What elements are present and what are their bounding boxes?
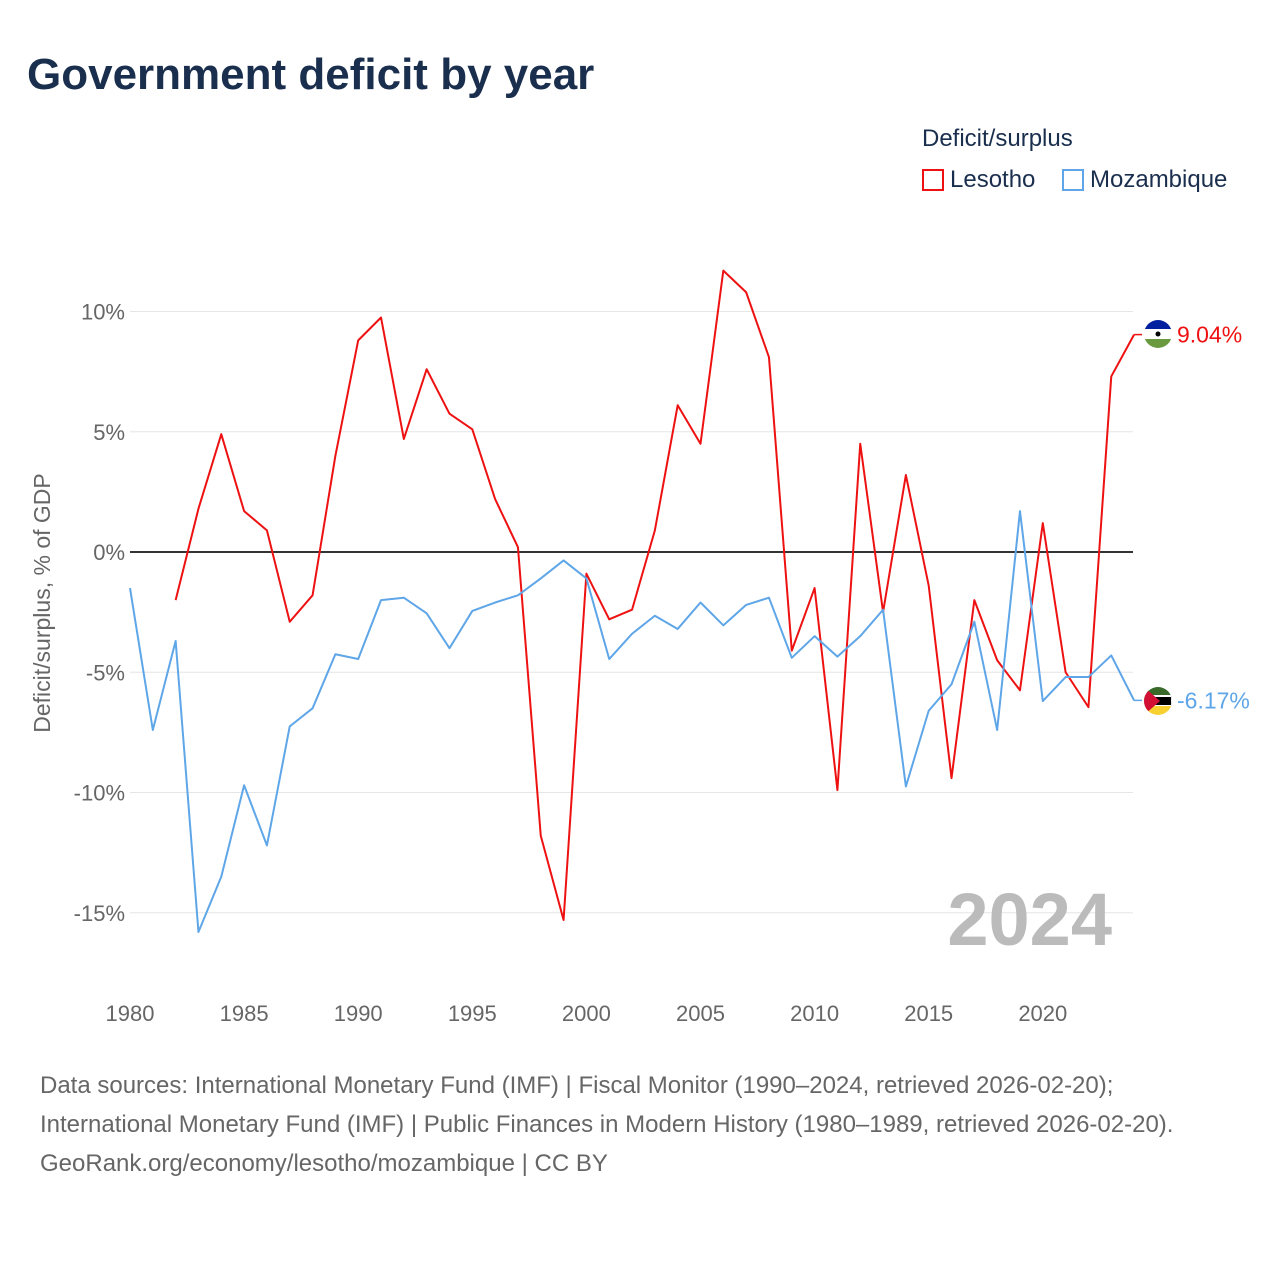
sources-footer: Data sources: International Monetary Fun…	[40, 1066, 1240, 1183]
y-tick-label: -15%	[74, 901, 125, 926]
x-tick-label: 1995	[448, 1001, 497, 1026]
legend-title: Deficit/surplus	[922, 125, 1073, 152]
y-tick-label: 5%	[93, 420, 125, 445]
legend-label: Lesotho	[950, 166, 1036, 193]
y-tick-label: -5%	[86, 660, 125, 685]
x-tick-label: 2010	[790, 1001, 839, 1026]
series-line-lesotho	[174, 269, 1135, 921]
line-chart: 10% 5% 0% -5% -10% -15% 1980 1985 1990 1995 2000 20…	[29, 269, 1250, 1026]
x-tick-label: 1985	[220, 1001, 269, 1026]
x-tick-label: 2020	[1018, 1001, 1067, 1026]
legend-label: Mozambique	[1090, 166, 1228, 193]
lesotho-flag-icon	[1144, 320, 1172, 348]
data-sources-text: Data sources: International Monetary Fun…	[40, 1072, 1174, 1138]
x-tick-label: 1990	[334, 1001, 383, 1026]
end-value-label: -6.17%	[1177, 687, 1250, 713]
attribution-link[interactable]: GeoRank.org/economy/lesotho/mozambique |…	[40, 1150, 608, 1177]
legend-swatch-mozambique	[1062, 169, 1084, 191]
x-tick-label: 1980	[106, 1001, 155, 1026]
y-tick-label: -10%	[74, 781, 125, 806]
end-value-label: 9.04%	[1177, 322, 1242, 348]
legend-swatch-lesotho	[922, 169, 944, 191]
x-tick-label: 2000	[562, 1001, 611, 1026]
legend-item-lesotho[interactable]: Lesotho	[922, 166, 1035, 194]
year-watermark: 2024	[947, 878, 1112, 961]
x-tick-label: 2005	[676, 1001, 725, 1026]
y-tick-label: 0%	[93, 540, 125, 565]
series-line-mozambique	[129, 510, 1135, 933]
legend-item-mozambique[interactable]: Mozambique	[1062, 166, 1227, 194]
chart-title: Government deficit by year	[27, 50, 595, 99]
y-tick-label: 10%	[81, 300, 125, 325]
y-axis-label: Deficit/surplus, % of GDP	[29, 473, 55, 732]
mozambique-flag-icon	[1144, 687, 1172, 715]
x-tick-label: 2015	[904, 1001, 953, 1026]
